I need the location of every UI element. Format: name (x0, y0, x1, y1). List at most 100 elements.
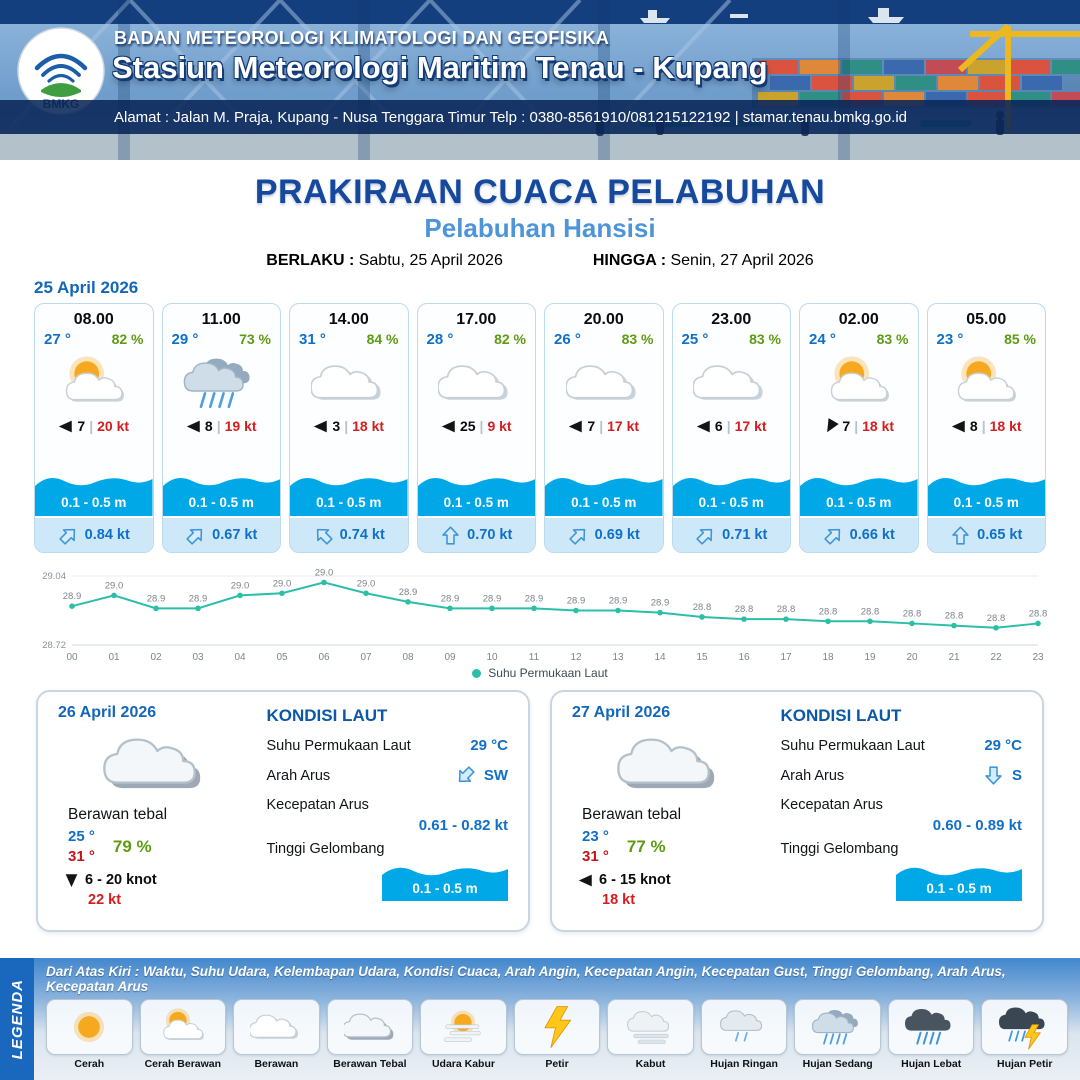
wind-direction-icon (578, 873, 593, 888)
sst-chart-section: 29.04 28.72 28.9 00 29.0 01 28.9 02 28.9 03 29.0 04… (30, 561, 1050, 680)
wave-icon (35, 477, 153, 516)
page-title: PRAKIRAAN CUACA PELABUHAN (254, 173, 826, 211)
weather-icon (418, 348, 536, 418)
header-banner: BMKG BADAN METEOROLOGI KLIMATOLOGI DAN G… (0, 0, 1080, 160)
forecast-card: 23.00 25 ° 83 % 6 | 17 kt 0.1 - 0.5 m 0.… (671, 303, 791, 553)
humidity-value: 84 % (366, 331, 399, 347)
daily-condition: Berawan tebal (582, 806, 682, 823)
current-speed-value: 0.60 - 0.89 kt (932, 817, 1022, 834)
legend-weather-icon (326, 999, 414, 1055)
legend-weather-icon (981, 999, 1069, 1055)
temperature-value: 31 ° (299, 331, 326, 348)
wave-height-badge: 0.1 - 0.5 m (672, 468, 790, 516)
svg-text:28.9: 28.9 (189, 593, 208, 604)
daily-humidity: 79 % (112, 836, 152, 856)
card-time: 14.00 (328, 311, 369, 328)
svg-text:05: 05 (276, 652, 288, 663)
wind-separator: | (854, 418, 859, 434)
svg-text:28.9: 28.9 (525, 593, 544, 604)
temp-humidity-row: 26 ° 83 % (545, 329, 663, 348)
weather-icon (35, 348, 153, 418)
wave-height-value: 0.1 - 0.5 m (316, 495, 382, 510)
svg-text:20: 20 (906, 652, 918, 663)
current-row: 0.65 kt (927, 516, 1045, 552)
svg-text:16: 16 (738, 652, 750, 663)
sea-condition-column: KONDISI LAUT Suhu Permukaan Laut 29 °C A… (773, 692, 1043, 930)
daily-gust: 18 kt (602, 892, 636, 908)
daily-weather-icon (572, 722, 769, 806)
chart-legend-label: Suhu Permukaan Laut (488, 666, 608, 680)
wind-row: 6 | 17 kt (673, 418, 791, 434)
wind-direction-icon (58, 419, 73, 434)
wind-separator: | (479, 418, 484, 434)
wave-height-badge: 0.1 - 0.5 m (162, 468, 280, 516)
wind-row: 7 | 20 kt (35, 418, 153, 434)
hourly-cards-row: 08.00 27 ° 82 % 7 | 20 kt 0.1 - 0.5 m 0.… (34, 303, 1046, 553)
weather-icon (545, 348, 663, 418)
legend-section: LEGENDA Dari Atas Kiri : Waktu, Suhu Uda… (0, 958, 1080, 1080)
current-direction-icon (568, 525, 589, 546)
humidity-value: 83 % (621, 331, 654, 347)
svg-text:28.9: 28.9 (441, 593, 460, 604)
svg-text:03: 03 (192, 652, 204, 663)
temperature-value: 27 ° (44, 331, 71, 348)
wave-icon (290, 477, 408, 516)
legend-weather-icon (233, 999, 320, 1055)
wave-icon (417, 477, 535, 516)
svg-text:28.8: 28.8 (987, 613, 1006, 624)
wind-direction-icon (186, 419, 201, 434)
legend-label: Petir (545, 1058, 569, 1070)
legend-item: Udara Kabur (420, 999, 507, 1070)
legend-label: Berawan Tebal (333, 1058, 407, 1070)
temp-humidity-row: 27 ° 82 % (35, 329, 153, 348)
current-speed-label: Kecepatan Arus (266, 797, 369, 813)
daily-wind-row: 6 - 15 knot (578, 872, 769, 888)
wind-direction-icon (441, 419, 456, 434)
wave-height-value: 0.1 - 0.5 m (412, 881, 478, 896)
wave-icon (896, 867, 1022, 901)
svg-text:23: 23 (1032, 652, 1044, 663)
temp-humidity-row: 29 ° 73 % (163, 329, 281, 348)
wind-direction-icon (64, 873, 79, 888)
svg-text:28.9: 28.9 (63, 591, 82, 602)
gust-speed: 17 kt (734, 418, 767, 434)
legend-item: Cerah Berawan (139, 999, 227, 1070)
svg-text:02: 02 (150, 652, 162, 663)
sea-surface-temperature-chart: 29.04 28.72 28.9 00 29.0 01 28.9 02 28.9 03 29.0 04… (42, 567, 1047, 663)
legend-item: Hujan Petir (981, 999, 1069, 1070)
bmkg-logo-icon: BMKG (17, 27, 105, 115)
svg-text:28.9: 28.9 (609, 596, 628, 607)
station-name: Stasiun Meteorologi Maritim Tenau - Kupa… (112, 50, 768, 85)
temp-humidity-row: 23 ° 85 % (928, 329, 1046, 348)
wind-row: 3 | 18 kt (290, 418, 408, 434)
temp-humidity-row: 28 ° 82 % (418, 329, 536, 348)
svg-text:28.8: 28.8 (903, 608, 922, 619)
svg-text:21: 21 (948, 652, 960, 663)
wave-height-badge: 0.1 - 0.5 m (417, 468, 535, 516)
temperature-value: 23 ° (936, 331, 964, 348)
card-time: 11.00 (201, 311, 241, 328)
svg-text:28.8: 28.8 (693, 602, 712, 613)
temp-min: 23 ° (582, 828, 609, 845)
current-direction-icon (440, 525, 461, 546)
daily-wind-range: 6 - 15 knot (599, 872, 671, 888)
forecast-card: 20.00 26 ° 83 % 7 | 17 kt 0.1 - 0.5 m 0.… (544, 303, 664, 553)
temp-max: 31 ° (582, 848, 609, 865)
valid-from-value: Sabtu, 25 April 2026 (358, 252, 503, 269)
wind-direction-icon (696, 419, 711, 434)
gust-speed: 17 kt (607, 418, 640, 434)
weather-icon (928, 348, 1046, 418)
svg-text:29.04: 29.04 (42, 571, 66, 582)
svg-text:14: 14 (654, 652, 666, 663)
svg-text:29.0: 29.0 (273, 578, 292, 589)
current-direction-value: SW (483, 767, 508, 784)
daily-forecast-section: 26 April 2026 Berawan tebal 25 ° 31 ° 79… (36, 690, 1044, 932)
valid-to-value: Senin, 27 April 2026 (670, 252, 814, 269)
svg-text:29.0: 29.0 (105, 580, 124, 591)
svg-text:29.0: 29.0 (315, 567, 334, 578)
legend-label: Berawan (254, 1058, 299, 1070)
svg-text:01: 01 (108, 652, 120, 663)
wave-height-badge: 0.1 - 0.5 m (35, 468, 153, 516)
wind-speed: 25 (459, 418, 476, 434)
wave-icon (382, 867, 508, 901)
